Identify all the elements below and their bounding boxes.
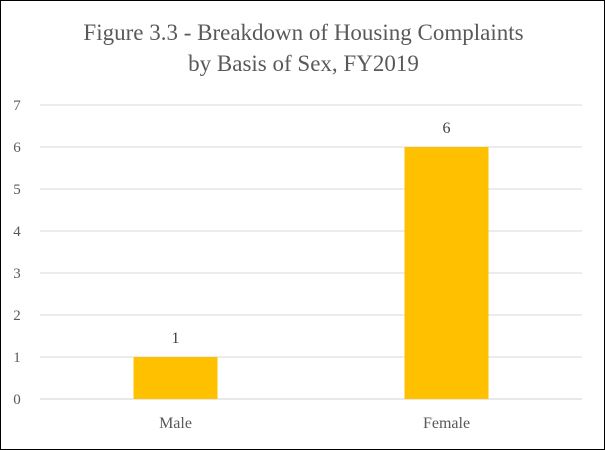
y-tick-label: 5 bbox=[13, 182, 21, 198]
chart-title-line-2: by Basis of Sex, FY2019 bbox=[188, 51, 419, 76]
x-tick-label: Male bbox=[159, 415, 192, 432]
y-tick-label: 4 bbox=[13, 224, 21, 240]
data-label: 1 bbox=[172, 330, 180, 347]
bar bbox=[404, 147, 489, 399]
y-tick-label: 3 bbox=[13, 266, 21, 282]
data-label: 6 bbox=[443, 120, 451, 137]
y-tick-label: 7 bbox=[13, 98, 21, 114]
y-tick-label: 1 bbox=[13, 350, 21, 366]
y-tick-label: 2 bbox=[13, 308, 21, 324]
y-tick-label: 0 bbox=[13, 392, 21, 408]
chart-title-line-1: Figure 3.3 - Breakdown of Housing Compla… bbox=[83, 20, 524, 45]
bar bbox=[133, 357, 218, 399]
x-tick-label: Female bbox=[423, 415, 470, 432]
chart-title: Figure 3.3 - Breakdown of Housing Compla… bbox=[1, 17, 605, 79]
y-tick-label: 6 bbox=[13, 140, 21, 156]
